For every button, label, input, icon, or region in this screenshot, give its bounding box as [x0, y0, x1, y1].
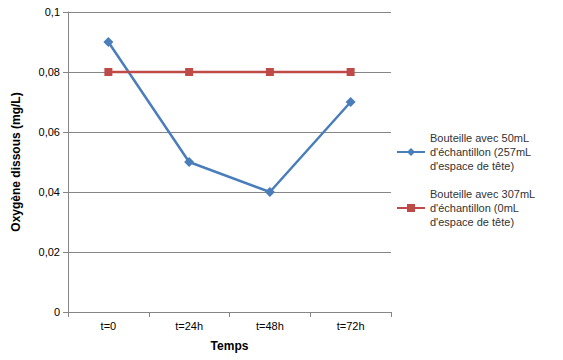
- svg-text:t=72h: t=72h: [337, 320, 365, 332]
- svg-text:0,06: 0,06: [39, 126, 60, 138]
- svg-text:t=24h: t=24h: [175, 320, 203, 332]
- svg-text:0,02: 0,02: [39, 246, 60, 258]
- svg-text:d'échantillon (257mL: d'échantillon (257mL: [430, 146, 534, 158]
- svg-text:0: 0: [54, 306, 60, 318]
- svg-text:d'espace de tête): d'espace de tête): [430, 160, 514, 172]
- svg-text:0,1: 0,1: [45, 6, 60, 18]
- svg-text:0,04: 0,04: [39, 186, 60, 198]
- svg-text:Bouteille avec 50mL: Bouteille avec 50mL: [430, 132, 532, 144]
- svg-text:d'échantillon (0mL: d'échantillon (0mL: [430, 202, 522, 214]
- svg-text:Oxygène dissous (mg/L): Oxygène dissous (mg/L): [9, 92, 23, 231]
- svg-text:t=0: t=0: [101, 320, 117, 332]
- svg-text:d'espace de tête): d'espace de tête): [430, 216, 514, 228]
- svg-text:t=48h: t=48h: [256, 320, 284, 332]
- svg-text:0,08: 0,08: [39, 66, 60, 78]
- svg-text:Bouteille avec 307mL: Bouteille avec 307mL: [430, 188, 538, 200]
- svg-text:Temps: Temps: [211, 339, 249, 353]
